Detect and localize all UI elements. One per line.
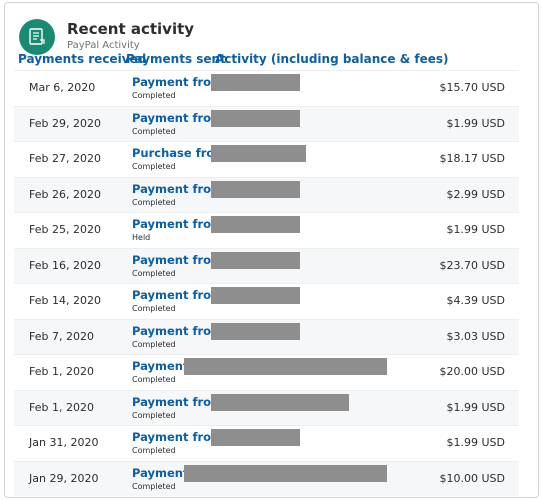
document-list-icon: [19, 19, 55, 55]
activity-amount: $1.99 USD: [446, 400, 506, 414]
activity-date: Feb 25, 2020: [29, 223, 101, 236]
activity-status: Completed: [132, 268, 176, 278]
activity-row[interactable]: Feb 29, 2020 Payment from Completed $1.9…: [14, 105, 519, 141]
activity-date: Jan 29, 2020: [29, 471, 99, 485]
activity-row[interactable]: Feb 1, 2020 Payment from Completed $1.99…: [14, 389, 519, 425]
redacted-name: [211, 180, 300, 198]
activity-date: Mar 6, 2020: [29, 81, 96, 94]
tab-payments-received[interactable]: Payments received: [18, 52, 147, 66]
activity-row[interactable]: Jan 29, 2020 Payment Completed $10.00 US…: [14, 460, 519, 496]
activity-list: Mar 6, 2020 Payment from Completed $15.7…: [14, 70, 519, 496]
activity-amount: $10.00 USD: [439, 471, 506, 485]
activity-description[interactable]: Purchase from: [132, 146, 227, 160]
activity-date: Feb 16, 2020: [29, 258, 101, 272]
activity-row[interactable]: Jan 31, 2020 Payment from Completed $1.9…: [14, 425, 519, 461]
activity-amount: $1.99 USD: [446, 116, 506, 130]
activity-row[interactable]: Feb 7, 2020 Payment from Completed $3.03…: [14, 318, 519, 354]
activity-status: Completed: [132, 375, 176, 384]
activity-description[interactable]: Payment from: [132, 430, 224, 444]
activity-status: Held: [132, 233, 151, 242]
page-subtitle: PayPal Activity: [67, 40, 140, 51]
activity-status: Completed: [132, 162, 176, 171]
redacted-name: [211, 145, 306, 162]
activity-amount: $4.39 USD: [446, 294, 506, 307]
activity-status: Completed: [132, 446, 176, 455]
activity-date: Feb 26, 2020: [29, 187, 101, 201]
activity-row[interactable]: Feb 26, 2020 Payment from Completed $2.9…: [14, 176, 519, 212]
activity-description[interactable]: Payment: [132, 465, 189, 480]
activity-status: Completed: [132, 339, 176, 349]
redacted-name: [211, 429, 300, 446]
activity-date: Feb 7, 2020: [29, 329, 94, 343]
tab-payments-sent[interactable]: Payments sent: [126, 52, 226, 66]
activity-description[interactable]: Payment from: [132, 288, 224, 302]
activity-status: Completed: [132, 91, 176, 100]
tab-activity-all[interactable]: Activity (including balance & fees): [215, 52, 449, 66]
activity-row[interactable]: Feb 16, 2020 Payment from Completed $23.…: [14, 247, 519, 283]
activity-description[interactable]: Payment from: [132, 394, 224, 409]
redacted-name: [184, 464, 387, 482]
activity-date: Feb 14, 2020: [29, 294, 101, 307]
redacted-name: [211, 251, 300, 269]
activity-status: Completed: [132, 481, 176, 491]
redacted-name: [211, 287, 300, 304]
activity-description[interactable]: Payment from: [132, 252, 224, 267]
activity-amount: $23.70 USD: [439, 258, 506, 272]
activity-row[interactable]: Feb 14, 2020 Payment from Completed $4.3…: [14, 283, 519, 319]
activity-row[interactable]: Mar 6, 2020 Payment from Completed $15.7…: [14, 70, 519, 106]
activity-amount: $1.99 USD: [446, 223, 506, 236]
redacted-name: [211, 74, 300, 91]
activity-amount: $2.99 USD: [446, 187, 506, 201]
activity-description[interactable]: Payment from: [132, 323, 224, 338]
redacted-name: [211, 322, 300, 340]
redacted-name: [184, 358, 387, 375]
activity-date: Feb 29, 2020: [29, 116, 101, 130]
activity-row[interactable]: Feb 25, 2020 Payment from Held $1.99 USD: [14, 212, 519, 248]
activity-amount: $20.00 USD: [439, 365, 506, 378]
activity-description[interactable]: Payment from: [132, 110, 224, 125]
activity-description[interactable]: Payment from: [132, 217, 224, 231]
activity-status: Completed: [132, 410, 176, 420]
activity-date: Feb 1, 2020: [29, 400, 94, 414]
activity-amount: $15.70 USD: [439, 81, 506, 94]
activity-status: Completed: [132, 126, 176, 136]
redacted-name: [211, 216, 300, 233]
activity-date: Feb 1, 2020: [29, 365, 94, 378]
activity-amount: $1.99 USD: [446, 436, 506, 449]
redacted-name: [211, 393, 349, 411]
activity-status: Completed: [132, 197, 176, 207]
activity-date: Feb 27, 2020: [29, 152, 101, 165]
activity-row[interactable]: Feb 27, 2020 Purchase from Completed $18…: [14, 141, 519, 177]
activity-description[interactable]: Payment from: [132, 181, 224, 196]
page-title: Recent activity: [67, 20, 195, 38]
redacted-name: [211, 109, 300, 127]
activity-description[interactable]: Payment from: [132, 75, 224, 89]
activity-description[interactable]: Payment: [132, 359, 189, 373]
activity-status: Completed: [132, 304, 176, 313]
activity-date: Jan 31, 2020: [29, 436, 99, 449]
activity-row[interactable]: Feb 1, 2020 Payment Completed $20.00 USD: [14, 354, 519, 390]
activity-amount: $18.17 USD: [439, 152, 506, 165]
activity-amount: $3.03 USD: [446, 329, 506, 343]
